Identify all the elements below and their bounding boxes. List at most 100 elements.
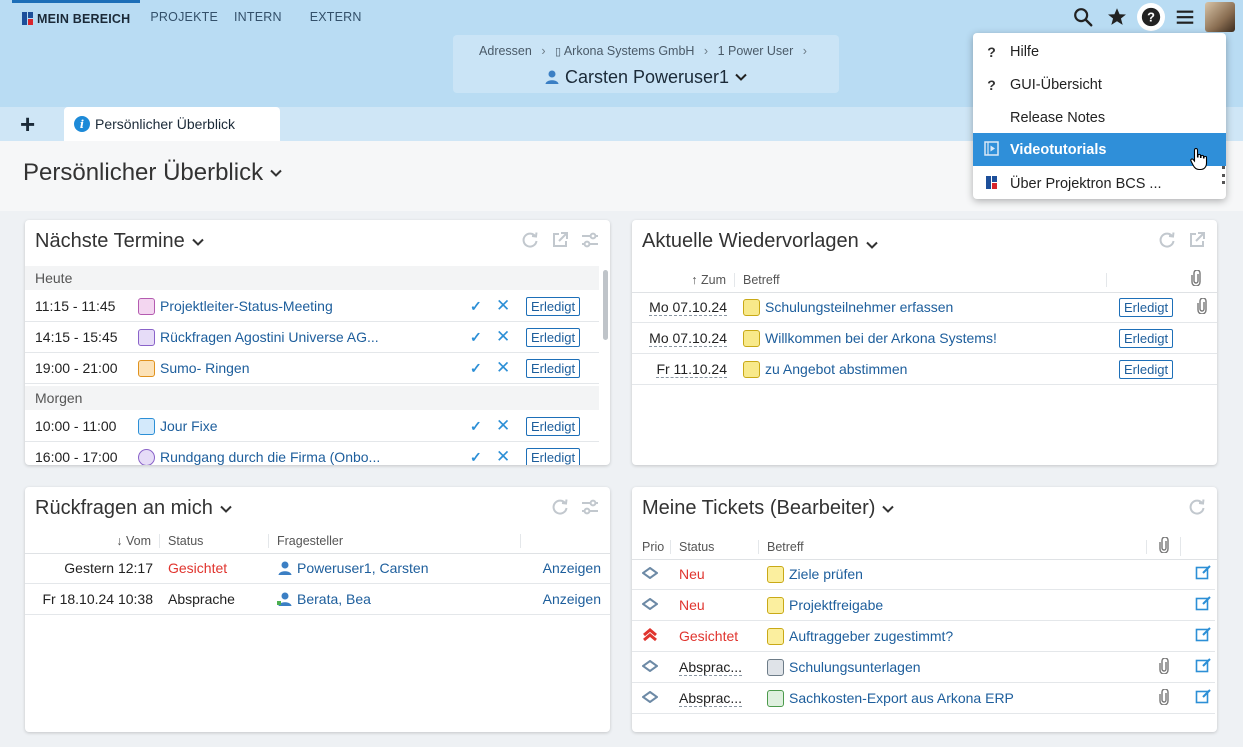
anzeigen-link[interactable]: Anzeigen (542, 560, 601, 576)
widget-title[interactable]: Meine Tickets (Bearbeiter) (642, 497, 895, 520)
nav-projekte[interactable]: PROJEKTE (140, 0, 228, 34)
close-icon[interactable]: ✕ (496, 447, 511, 465)
breadcrumb-item-adressen[interactable]: Adressen (479, 44, 532, 58)
appointment-row[interactable]: 10:00 - 11:00 Jour Fixe ✓ ✕ Erledigt (25, 411, 599, 442)
user-avatar[interactable] (1205, 2, 1235, 32)
appointment-row[interactable]: 14:15 - 15:45 Rückfragen Agostini Univer… (25, 322, 599, 353)
tab-persoenlicher-ueberblick[interactable]: i Persönlicher Überblick (64, 107, 280, 141)
settings-sliders-icon[interactable] (580, 497, 600, 517)
add-tab-button[interactable]: + (20, 109, 36, 139)
erledigt-button[interactable]: Erledigt (526, 447, 581, 465)
person-link[interactable]: Poweruser1, Carsten (297, 560, 429, 576)
check-icon[interactable]: ✓ (470, 297, 482, 314)
ticket-subject-link[interactable]: Sachkosten-Export aus Arkona ERP (789, 690, 1014, 706)
widget-title[interactable]: Aktuelle Wiedervorlagen (642, 230, 879, 253)
paperclip-icon[interactable] (1197, 296, 1207, 317)
search-icon[interactable] (1069, 3, 1097, 31)
ticket-row[interactable]: Absprac... Schulungsunterlagen (632, 652, 1215, 683)
breadcrumb-item-company[interactable]: Arkona Systems GmbH (563, 44, 695, 58)
breadcrumb-item-user[interactable]: 1 Power User (717, 44, 794, 58)
query-row[interactable]: Fr 18.10.24 10:38 Absprache Berata, Bea … (25, 584, 610, 615)
check-icon[interactable]: ✓ (470, 328, 482, 345)
appointment-row[interactable]: 16:00 - 17:00 Rundgang durch die Firma (… (25, 442, 599, 465)
paperclip-icon[interactable] (1159, 656, 1195, 677)
close-icon[interactable]: ✕ (496, 327, 511, 346)
nav-mein-bereich[interactable]: MEIN BEREICH (12, 0, 141, 34)
column-header-fragesteller[interactable]: Fragesteller (269, 533, 521, 548)
menu-item-gui-uebersicht[interactable]: ? GUI-Übersicht (973, 68, 1226, 101)
appointment-title-link[interactable]: Rundgang durch die Firma (Onbo... (160, 449, 381, 465)
appointment-row[interactable]: 19:00 - 21:00 Sumo- Ringen ✓ ✕ Erledigt (25, 353, 599, 384)
erledigt-button[interactable]: Erledigt (526, 416, 581, 436)
scrollbar[interactable] (603, 270, 608, 340)
erledigt-button[interactable]: Erledigt (1119, 297, 1174, 317)
edit-icon[interactable] (1195, 688, 1212, 708)
column-header-status[interactable]: Status (671, 539, 759, 554)
erledigt-button[interactable]: Erledigt (526, 358, 581, 378)
widget-title[interactable]: Rückfragen an mich (35, 497, 233, 520)
ticket-subject-link[interactable]: Auftraggeber zugestimmt? (789, 628, 954, 644)
favorites-star-icon[interactable] (1103, 3, 1131, 31)
resubmission-row[interactable]: Mo 07.10.24 Willkommen bei der Arkona Sy… (632, 323, 1217, 354)
ticket-row[interactable]: Neu Ziele prüfen (632, 559, 1215, 590)
appointment-row[interactable]: 11:15 - 11:45 Projektleiter-Status-Meeti… (25, 291, 599, 322)
erledigt-button[interactable]: Erledigt (1119, 359, 1174, 379)
ticket-row[interactable]: Gesichtet Auftraggeber zugestimmt? (632, 621, 1215, 652)
paperclip-icon[interactable] (1159, 687, 1195, 708)
check-icon[interactable]: ✓ (470, 417, 482, 434)
ticket-subject-link[interactable]: Schulungsunterlagen (789, 659, 921, 675)
column-header-zum[interactable]: ↑ Zum (632, 272, 735, 287)
open-external-icon[interactable] (1187, 230, 1207, 250)
person-link[interactable]: Berata, Bea (297, 591, 371, 607)
column-header-betreff[interactable]: Betreff (735, 272, 1107, 287)
person-selector[interactable]: Carsten Poweruser1 (453, 67, 839, 88)
column-header-vom[interactable]: ↓ Vom (25, 533, 160, 548)
edit-icon[interactable] (1195, 657, 1212, 677)
appointment-title-link[interactable]: Projektleiter-Status-Meeting (160, 298, 333, 314)
erledigt-button[interactable]: Erledigt (526, 327, 581, 347)
more-options-icon[interactable] (1222, 166, 1226, 184)
query-row[interactable]: Gestern 12:17 Gesichtet Poweruser1, Cars… (25, 553, 610, 584)
ticket-row[interactable]: Absprac... Sachkosten-Export aus Arkona … (632, 683, 1215, 714)
menu-item-videotutorials[interactable]: Videotutorials (973, 133, 1226, 166)
resubmission-row[interactable]: Fr 11.10.24 zu Angebot abstimmen Erledig… (632, 354, 1217, 385)
anzeigen-link[interactable]: Anzeigen (542, 591, 601, 607)
open-external-icon[interactable] (550, 230, 570, 250)
refresh-icon[interactable] (1157, 230, 1177, 250)
resubmission-subject-link[interactable]: Schulungsteilnehmer erfassen (765, 299, 954, 315)
ticket-subject-link[interactable]: Ziele prüfen (789, 566, 863, 582)
edit-icon[interactable] (1195, 626, 1212, 646)
settings-sliders-icon[interactable] (580, 230, 600, 250)
widget-title[interactable]: Nächste Termine (35, 230, 205, 253)
hamburger-menu-icon[interactable] (1171, 3, 1199, 31)
erledigt-button[interactable]: Erledigt (526, 296, 581, 316)
menu-item-ueber-projektron[interactable]: Über Projektron BCS ... (973, 167, 1226, 200)
menu-item-hilfe[interactable]: ? Hilfe (973, 35, 1226, 68)
close-icon[interactable]: ✕ (496, 358, 511, 377)
check-icon[interactable]: ✓ (470, 359, 482, 376)
resubmission-subject-link[interactable]: Willkommen bei der Arkona Systems! (765, 330, 997, 346)
refresh-icon[interactable] (520, 230, 540, 250)
column-header-betreff[interactable]: Betreff (759, 539, 1147, 554)
close-icon[interactable]: ✕ (496, 416, 511, 435)
refresh-icon[interactable] (550, 497, 570, 517)
edit-icon[interactable] (1195, 564, 1212, 584)
menu-item-release-notes[interactable]: Release Notes (973, 101, 1226, 134)
page-title[interactable]: Persönlicher Überblick (23, 159, 283, 187)
edit-icon[interactable] (1195, 595, 1212, 615)
nav-intern[interactable]: INTERN (228, 0, 292, 34)
column-header-prio[interactable]: Prio (632, 539, 671, 554)
check-icon[interactable]: ✓ (470, 448, 482, 465)
ticket-row[interactable]: Neu Projektfreigabe (632, 590, 1215, 621)
appointment-title-link[interactable]: Jour Fixe (160, 418, 218, 434)
resubmission-subject-link[interactable]: zu Angebot abstimmen (765, 361, 908, 377)
help-icon[interactable]: ? (1137, 3, 1165, 31)
appointment-title-link[interactable]: Sumo- Ringen (160, 360, 250, 376)
resubmission-row[interactable]: Mo 07.10.24 Schulungsteilnehmer erfassen… (632, 292, 1217, 323)
ticket-subject-link[interactable]: Projektfreigabe (789, 597, 884, 613)
column-header-status[interactable]: Status (160, 533, 269, 548)
close-icon[interactable]: ✕ (496, 296, 511, 315)
appointment-title-link[interactable]: Rückfragen Agostini Universe AG... (160, 329, 379, 345)
nav-extern[interactable]: EXTERN (292, 0, 372, 34)
refresh-icon[interactable] (1187, 497, 1207, 517)
